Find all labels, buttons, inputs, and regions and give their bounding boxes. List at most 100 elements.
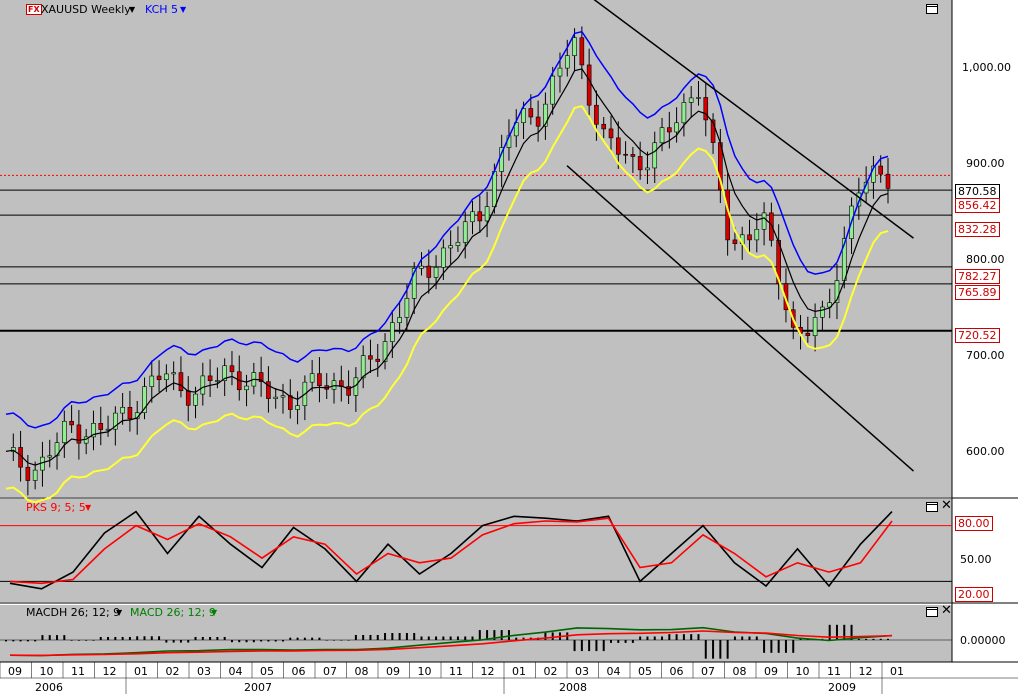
stochastic-panel-bg (0, 499, 952, 602)
candle (615, 121, 621, 169)
level-tag: 765.89 (955, 285, 1000, 300)
candle-body (360, 355, 366, 379)
candle (681, 93, 687, 137)
month-label: 06 (669, 665, 684, 678)
price-tick: 800.00 (966, 253, 1005, 266)
candle-body (426, 265, 432, 278)
candle (171, 361, 176, 391)
candle-body (608, 128, 614, 139)
candle-body (645, 167, 650, 171)
candle (69, 405, 74, 433)
candle (47, 439, 53, 468)
candle-body (674, 122, 679, 133)
month-label: 04 (228, 665, 243, 678)
candle (127, 390, 133, 432)
candle-body (368, 355, 373, 360)
keltner-lower-line (5, 105, 889, 504)
candle (317, 357, 322, 403)
candle-body (462, 221, 468, 243)
macd-signal-line (9, 630, 893, 657)
candle-body (688, 97, 694, 103)
candle (32, 461, 38, 490)
macd-line-dropdown-icon[interactable]: ▼ (211, 608, 218, 617)
maximize-stochastic-icon[interactable] (926, 502, 938, 512)
candle (776, 224, 781, 300)
month-label: 01 (890, 665, 904, 678)
candle-body (127, 407, 133, 420)
stochastic-dropdown-icon[interactable]: ▼ (85, 503, 92, 512)
candle-body (521, 108, 526, 123)
stochastic-label[interactable]: PKS 9; 5; 5 (26, 501, 86, 514)
candle-body (696, 97, 701, 99)
macd-histogram-dropdown-icon[interactable]: ▼ (116, 608, 123, 617)
trendline (566, 165, 914, 472)
close-macd-icon[interactable]: ✕ (941, 603, 952, 618)
candle-body (229, 365, 235, 373)
keltner-mid-line (5, 68, 889, 466)
candle (258, 356, 264, 397)
macd-histogram-label[interactable]: MACDH 26; 12; 9 (26, 606, 121, 619)
candle-body (287, 395, 293, 410)
candle (200, 362, 206, 406)
candle-body (484, 206, 490, 222)
candle (747, 219, 752, 252)
candle (222, 358, 227, 397)
candle (397, 300, 402, 334)
month-label: 03 (197, 665, 211, 678)
month-label: 06 (291, 665, 306, 678)
candle (521, 101, 526, 140)
month-label: 11 (827, 665, 841, 678)
candle (659, 117, 665, 152)
candle-body (572, 37, 577, 56)
candle-body (564, 55, 570, 69)
month-label: 08 (354, 665, 369, 678)
candle-body (178, 372, 184, 392)
candle-body (62, 420, 67, 443)
candle-body (149, 375, 155, 387)
candle-body (404, 298, 410, 318)
candle (280, 383, 286, 414)
macd-line-label[interactable]: MACD 26; 12; 9 (130, 606, 216, 619)
candle-body (295, 405, 300, 410)
candle (346, 370, 351, 405)
candle-body (200, 375, 206, 395)
price-tick: 700.00 (966, 349, 1005, 362)
candle-body (637, 156, 643, 171)
candle (229, 351, 235, 386)
candle (309, 360, 315, 392)
month-label: 12 (102, 665, 117, 678)
candle (426, 249, 432, 294)
level-tag: 782.27 (955, 269, 1000, 284)
symbol-dropdown-icon[interactable]: ▼ (129, 5, 136, 14)
candle-body (550, 75, 555, 105)
indicator-kch-dropdown-icon[interactable]: ▼ (180, 5, 187, 14)
stochastic-line (9, 510, 893, 590)
candle (390, 310, 395, 359)
candle-body (193, 393, 198, 406)
symbol-label[interactable]: XAUUSD Weekly (41, 3, 131, 16)
indicator-kch-label[interactable]: KCH 5 (145, 3, 179, 16)
candle-body (98, 423, 104, 430)
candle-body (805, 332, 811, 336)
candle (331, 372, 337, 404)
month-label: 08 (732, 665, 747, 678)
candle-body (142, 386, 147, 413)
candle (419, 252, 424, 276)
candle (688, 86, 694, 118)
close-stochastic-icon[interactable]: ✕ (941, 498, 952, 513)
candle-body (222, 365, 227, 381)
candle-body (652, 142, 658, 169)
candle (572, 28, 577, 71)
candle-body (382, 341, 388, 362)
maximize-macd-icon[interactable] (926, 607, 938, 617)
candle-body (120, 407, 125, 414)
month-label: 07 (701, 665, 715, 678)
maximize-main-icon[interactable] (926, 4, 938, 14)
candle-body (411, 268, 417, 299)
candle-body (69, 420, 74, 426)
candle (404, 284, 410, 331)
candle-body (164, 373, 169, 380)
month-label: 10 (39, 665, 54, 678)
stochastic-tick: 80.00 (955, 516, 993, 531)
